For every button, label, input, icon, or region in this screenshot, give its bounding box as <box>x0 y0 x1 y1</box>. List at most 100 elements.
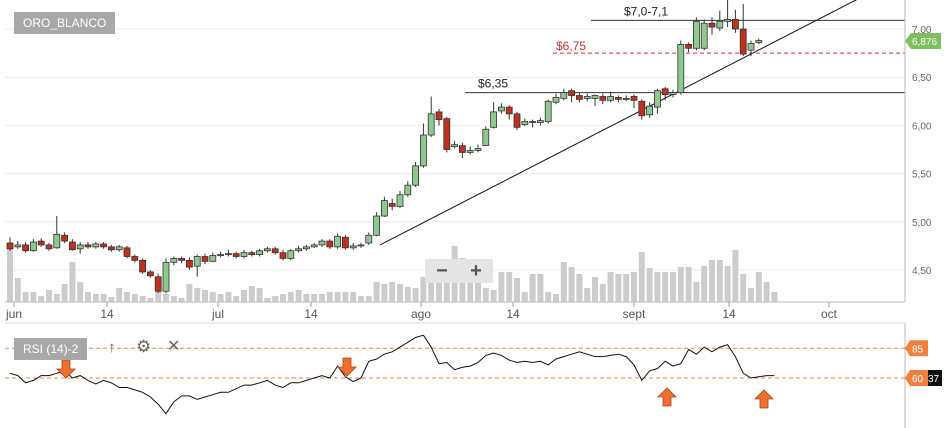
candle-body <box>61 234 68 242</box>
volume-bar <box>170 296 177 302</box>
rsi-high-value: 85 <box>912 344 924 355</box>
candle-body <box>326 240 334 248</box>
candle-body <box>29 241 37 252</box>
gear-icon[interactable]: ⚙ <box>136 337 152 356</box>
rsi-low-tag <box>905 370 928 386</box>
candle-body <box>544 100 552 122</box>
volume-bar <box>677 267 684 302</box>
candle-body <box>739 28 747 55</box>
x-tick-label: 14 <box>722 307 736 321</box>
volume-bar <box>646 268 653 302</box>
candle-body <box>349 245 357 249</box>
candle-body <box>14 244 22 248</box>
candle-body <box>693 20 700 49</box>
volume-bar <box>701 266 708 302</box>
candle-body <box>232 253 240 257</box>
candle-body <box>334 235 342 248</box>
volume-bar <box>85 292 91 302</box>
volume-bar <box>724 266 731 302</box>
candle-body <box>178 258 186 261</box>
volume-bar <box>264 298 271 302</box>
x-tick-label: ago <box>411 307 431 321</box>
volume-bar <box>654 272 661 302</box>
rsi-panel <box>5 334 905 415</box>
candle-body <box>700 22 708 49</box>
volume-bar <box>326 292 333 302</box>
y-tick-label: 5,00 <box>912 218 932 229</box>
y-tick-label: 4,50 <box>912 266 932 277</box>
candle-body <box>357 244 365 247</box>
candle-body <box>146 271 154 277</box>
volume-bar <box>272 296 279 302</box>
candle-body <box>513 113 521 128</box>
volume-bar <box>428 274 435 302</box>
candle-body <box>92 243 100 248</box>
axes: 4,505,005,506,006,507,007,50jun14jul14ag… <box>5 0 932 428</box>
candle-body <box>240 252 248 257</box>
arrow-up-icon[interactable]: ↑ <box>108 339 116 356</box>
volume-bar <box>139 296 146 302</box>
candle-body <box>100 243 107 248</box>
zoom-in-button[interactable]: + <box>470 260 482 282</box>
candle-body <box>256 250 264 255</box>
volume-bar <box>319 294 325 302</box>
candle-body <box>474 148 482 151</box>
candle-body <box>76 244 84 250</box>
candle-body <box>185 259 193 268</box>
candle-body <box>170 258 178 263</box>
volume-bar <box>553 294 559 302</box>
volume-bar <box>38 296 45 302</box>
volume-bar <box>53 294 60 302</box>
volume-bar <box>147 298 154 302</box>
candle-body <box>373 215 381 236</box>
volume-bar <box>124 292 130 302</box>
candle-body <box>271 248 279 254</box>
candle-body <box>622 98 630 100</box>
volume-bar <box>506 272 513 302</box>
volume-bar <box>116 288 123 302</box>
candle-body <box>583 96 591 99</box>
candle-body <box>279 252 287 259</box>
support-label: $6,35 <box>478 77 508 91</box>
candle-body <box>552 97 560 103</box>
buy-arrow-icon <box>657 387 677 407</box>
candle-body <box>669 92 677 95</box>
candle-body <box>341 236 349 249</box>
volume-bar <box>420 277 427 302</box>
volume-bar <box>732 250 739 302</box>
volume-bar <box>342 292 349 302</box>
candle-body <box>248 252 256 255</box>
candle-body <box>22 244 30 252</box>
close-icon[interactable]: ✕ <box>167 338 181 355</box>
candle-body <box>458 145 466 153</box>
volume-bar <box>716 260 723 302</box>
rsi-current-value: 37 <box>928 374 940 385</box>
volume-bar <box>334 292 341 302</box>
candle-body <box>677 44 685 94</box>
volume-bar <box>373 282 380 302</box>
sell-arrow-icon <box>337 357 357 377</box>
candle-body <box>724 18 731 22</box>
volume-bar <box>709 260 715 302</box>
volume-bar <box>693 282 700 302</box>
volume-bar <box>662 272 669 302</box>
volume-bar <box>30 292 37 302</box>
volume-bar <box>163 294 169 302</box>
volume-bar <box>358 296 364 302</box>
candle-body <box>123 247 131 257</box>
volume-bar <box>365 296 372 302</box>
indicator-title: RSI (14)-2 <box>14 338 88 360</box>
volume-bar <box>490 290 497 302</box>
price-tags: 6,876 85 37 60 <box>905 32 942 386</box>
resistance-label: $7,0-7,1 <box>624 4 668 18</box>
volume-bar <box>475 278 481 302</box>
candle-body <box>490 111 498 128</box>
candle-body <box>224 253 232 256</box>
volume-bar <box>740 274 747 302</box>
volume-bar <box>131 294 138 302</box>
volume-bar <box>498 272 505 302</box>
volume-bar <box>100 294 107 302</box>
x-tick-label: sept <box>623 307 646 321</box>
zoom-out-button[interactable]: − <box>436 260 448 282</box>
annotation-lines: $7,0-7,1 $6,75 $6,35 <box>379 0 905 246</box>
